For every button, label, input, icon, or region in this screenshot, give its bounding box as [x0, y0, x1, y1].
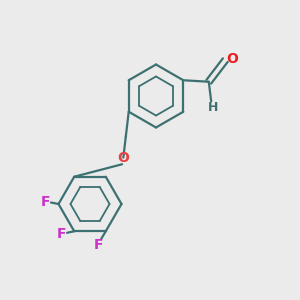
- Text: F: F: [94, 238, 103, 252]
- Text: O: O: [117, 151, 129, 165]
- Text: F: F: [57, 227, 66, 241]
- Text: F: F: [40, 196, 50, 209]
- Text: H: H: [208, 101, 218, 114]
- Text: O: O: [226, 52, 238, 66]
